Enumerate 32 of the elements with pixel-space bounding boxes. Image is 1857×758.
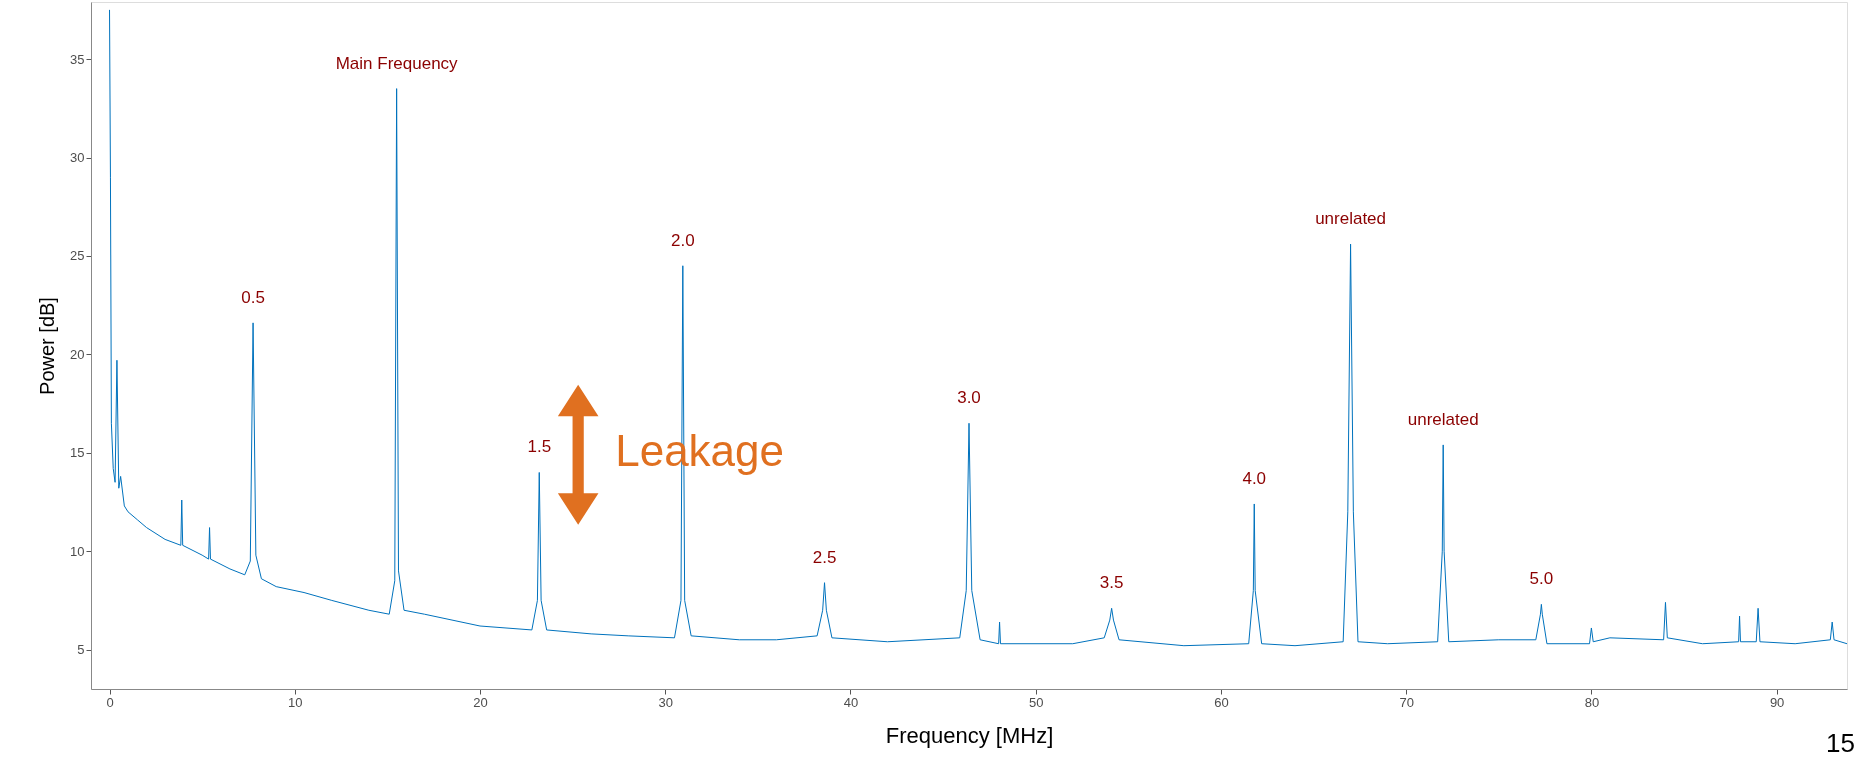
annotation: Main Frequency xyxy=(335,53,459,73)
x-tick-label: 20 xyxy=(473,694,488,710)
annotation: 3.5 xyxy=(1099,573,1124,593)
x-tick-label: 60 xyxy=(1214,694,1229,710)
y-tick-label: 25 xyxy=(70,248,85,264)
y-tick-label: 10 xyxy=(70,543,85,559)
y-tick-label: 35 xyxy=(70,51,85,67)
x-tick-label: 10 xyxy=(288,694,303,710)
annotation: unrelated xyxy=(1407,409,1479,429)
annotation: 2.0 xyxy=(671,230,695,250)
annotation: 2.5 xyxy=(812,547,837,567)
x-tick-label: 0 xyxy=(106,694,114,710)
y-axis-title: Power [dB] xyxy=(36,297,59,395)
y-tick-label: 15 xyxy=(70,445,85,461)
annotation: unrelated xyxy=(1315,209,1387,229)
x-tick-label: 40 xyxy=(843,694,859,710)
y-tick-label: 5 xyxy=(77,642,85,658)
text: 15 xyxy=(1826,728,1855,758)
x-tick-label: 90 xyxy=(1769,694,1785,710)
annotation: 3.0 xyxy=(957,388,981,408)
x-axis-title: Frequency [MHz] xyxy=(885,722,1054,748)
x-tick-label: 70 xyxy=(1399,694,1414,710)
y-tick-label: 20 xyxy=(70,346,85,362)
annotation: 1.5 xyxy=(527,437,552,457)
x-tick-label: 30 xyxy=(658,694,673,710)
annotation: 5.0 xyxy=(1529,569,1554,589)
y-tick-label: 30 xyxy=(70,150,85,166)
x-tick-label: 50 xyxy=(1028,694,1044,710)
x-tick-label: 80 xyxy=(1584,694,1600,710)
annotation: 0.5 xyxy=(241,287,265,307)
annotation: 4.0 xyxy=(1242,468,1267,488)
line-series xyxy=(109,9,1847,647)
